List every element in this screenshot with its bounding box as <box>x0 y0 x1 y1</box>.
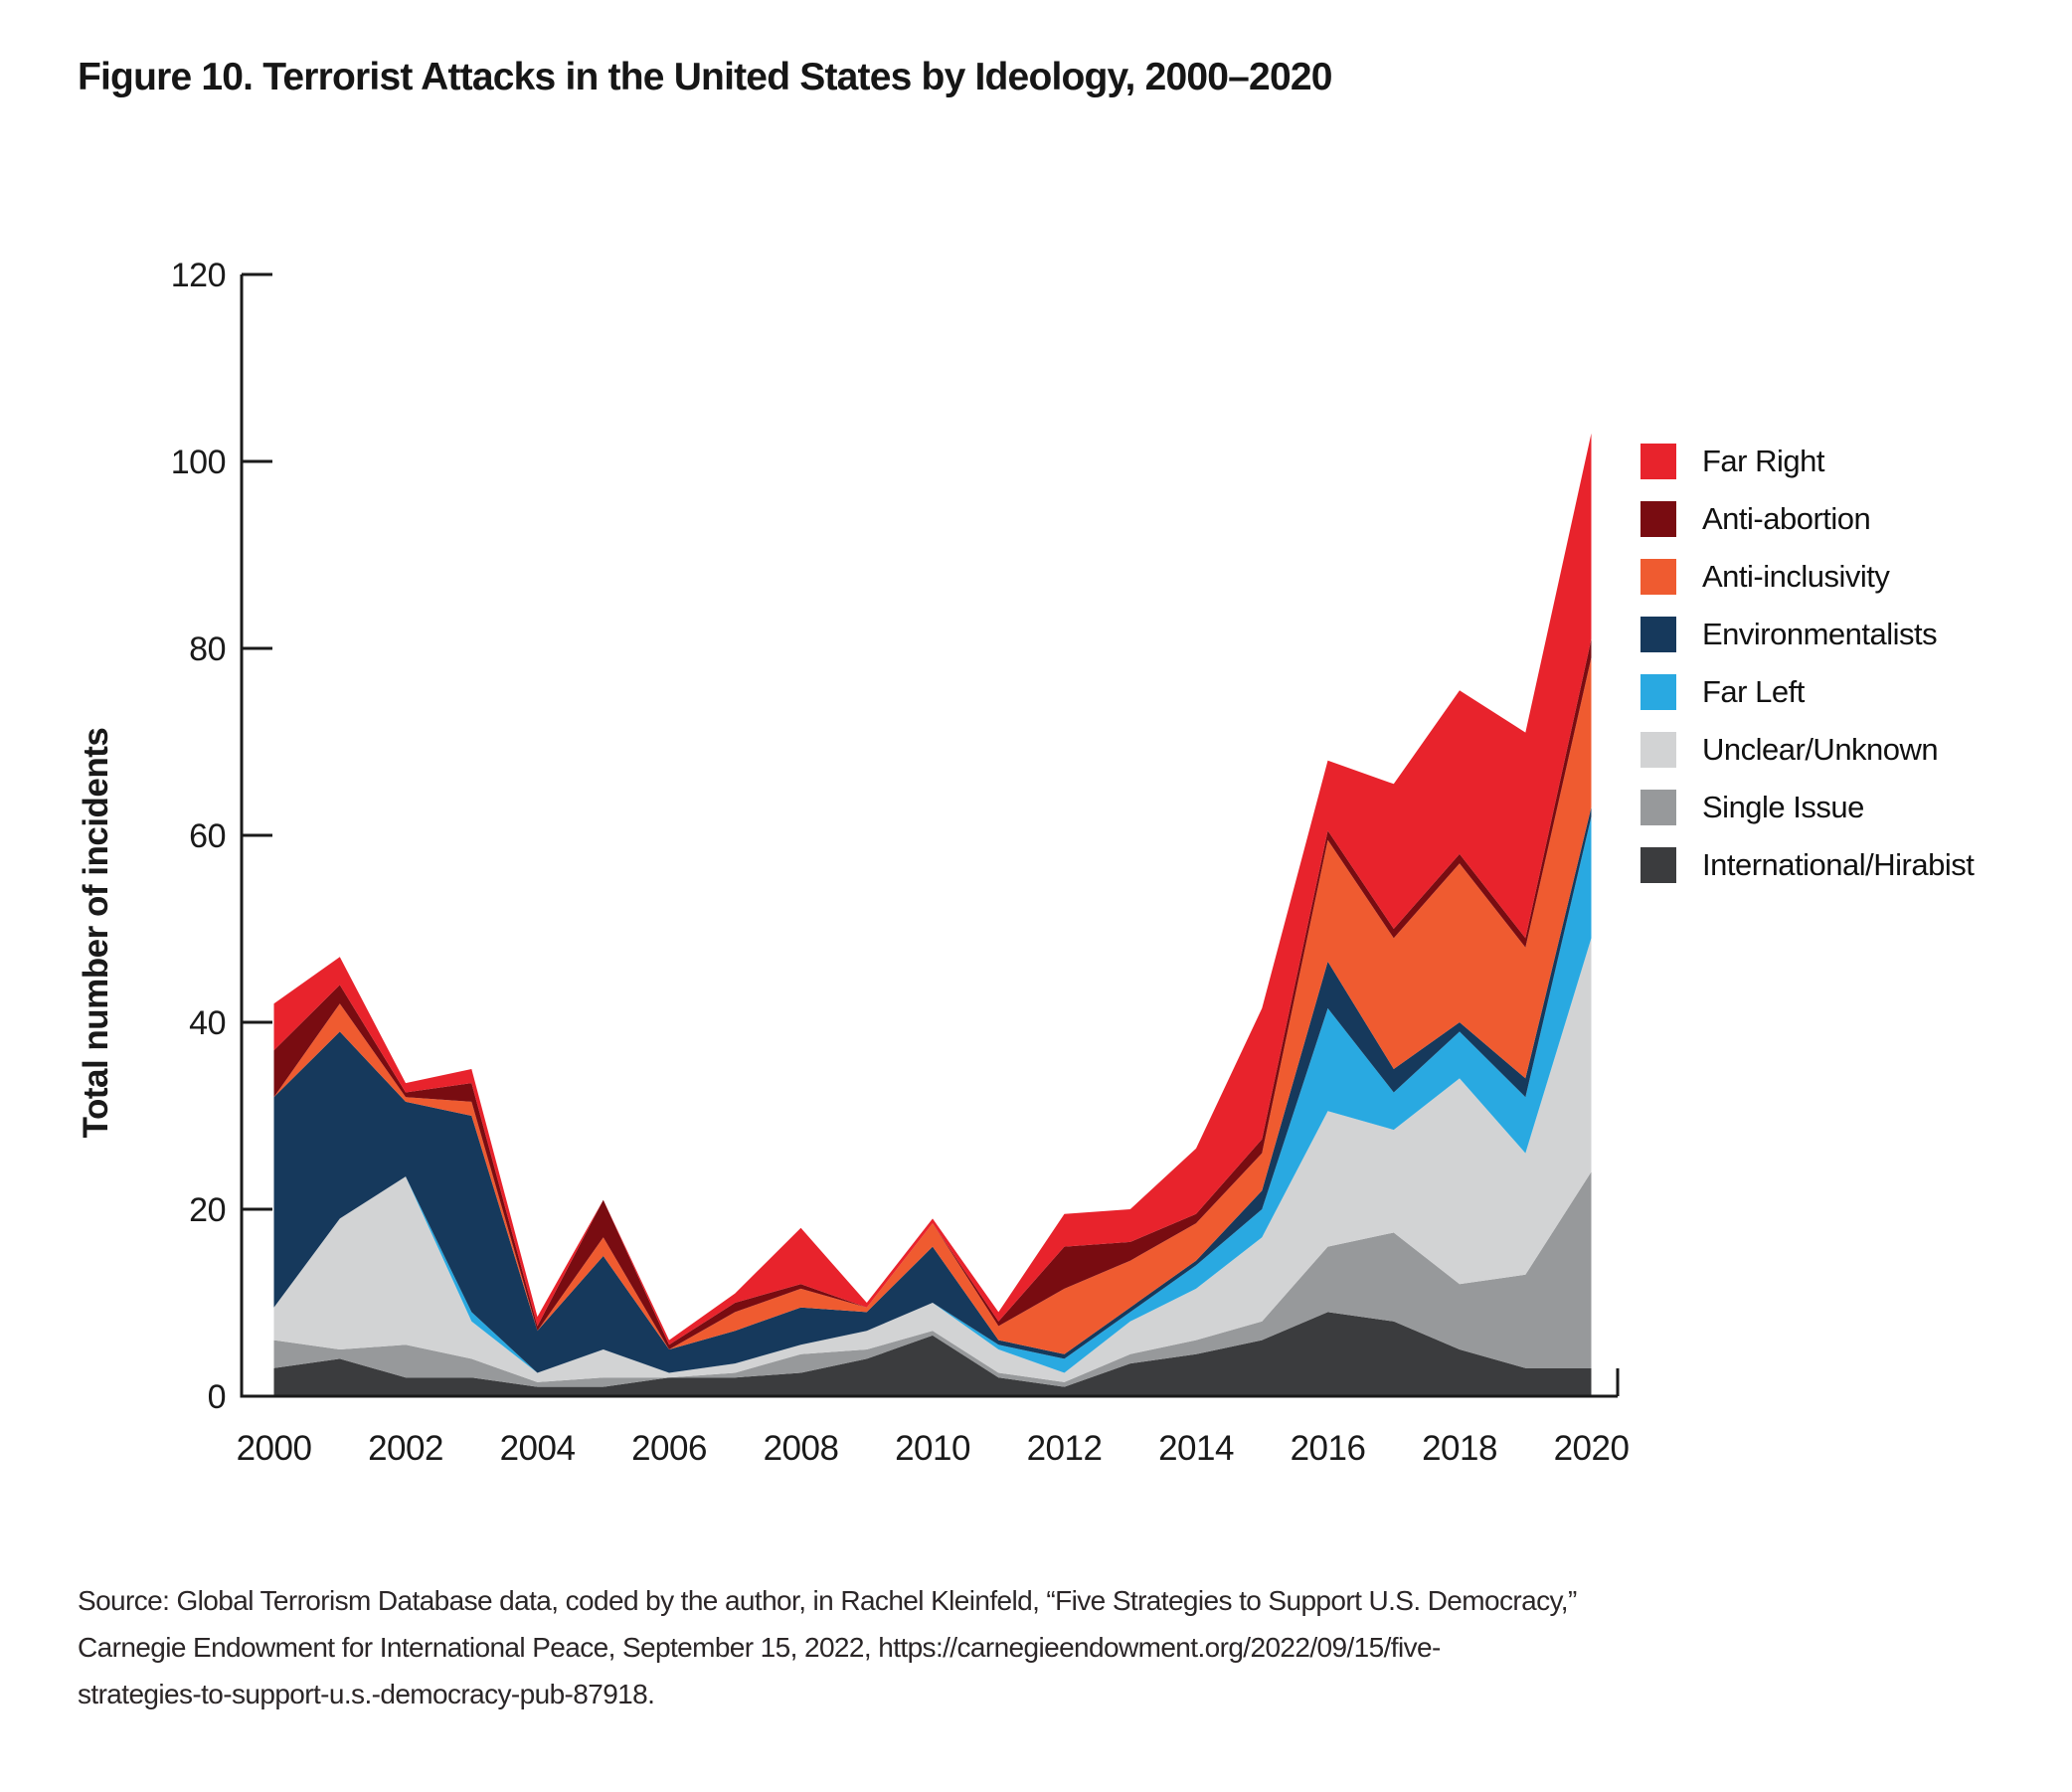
single-issue-swatch <box>1640 790 1676 825</box>
legend-label-far-left: Far Left <box>1702 674 1805 709</box>
far-left-swatch <box>1640 674 1676 710</box>
unclear-unknown-swatch <box>1640 732 1676 768</box>
source-line-2: Carnegie Endowment for International Pea… <box>78 1632 1441 1663</box>
area-unclear-unknown <box>273 938 1592 1382</box>
legend-label-anti-inclusivity: Anti-inclusivity <box>1702 559 1890 594</box>
x-tick-label-2016: 2016 <box>1291 1429 1366 1468</box>
y-tick-label-60: 60 <box>189 817 226 855</box>
y-axis-title: Total number of incidents <box>77 728 115 1139</box>
legend-label-unclear-unknown: Unclear/Unknown <box>1702 732 1939 767</box>
legend-item-far-right: Far Right <box>1640 444 1974 479</box>
y-tick-label-20: 20 <box>189 1191 226 1229</box>
x-tick-label-2008: 2008 <box>764 1429 839 1468</box>
x-tick-label-2004: 2004 <box>500 1429 576 1468</box>
x-tick-label-2020: 2020 <box>1554 1429 1630 1468</box>
legend-item-far-left: Far Left <box>1640 674 1974 710</box>
source-line-1: Source: Global Terrorism Database data, … <box>78 1585 1577 1616</box>
anti-abortion-swatch <box>1640 501 1676 537</box>
environmentalists-swatch <box>1640 617 1676 652</box>
y-tick-label-0: 0 <box>208 1378 226 1416</box>
legend-item-environmentalists: Environmentalists <box>1640 617 1974 652</box>
legend-item-unclear-unknown: Unclear/Unknown <box>1640 732 1974 768</box>
area-far-right <box>273 433 1592 1345</box>
x-tick-label-2018: 2018 <box>1422 1429 1497 1468</box>
legend-label-anti-abortion: Anti-abortion <box>1702 501 1871 536</box>
figure-title: Figure 10. Terrorist Attacks in the Unit… <box>78 56 1332 98</box>
x-tick-label-2000: 2000 <box>237 1429 312 1468</box>
x-tick-label-2010: 2010 <box>895 1429 970 1468</box>
y-tick-label-100: 100 <box>171 444 226 481</box>
area-international-hirabist <box>273 1312 1592 1396</box>
legend-item-single-issue: Single Issue <box>1640 790 1974 825</box>
legend-item-international-hirabist: International/Hirabist <box>1640 847 1975 883</box>
international-hirabist-swatch <box>1640 847 1676 883</box>
y-tick-label-120: 120 <box>171 257 226 294</box>
area-anti-inclusivity <box>273 657 1592 1354</box>
area-single-issue <box>273 1171 1592 1387</box>
legend-label-far-right: Far Right <box>1702 444 1824 478</box>
far-right-swatch <box>1640 444 1676 479</box>
y-tick-label-80: 80 <box>189 630 226 668</box>
area-far-left <box>273 816 1592 1373</box>
area-environmentalists <box>273 806 1592 1373</box>
x-tick-label-2006: 2006 <box>631 1429 707 1468</box>
y-tick-label-40: 40 <box>189 1004 226 1042</box>
legend-label-international-hirabist: International/Hirabist <box>1702 847 1975 882</box>
x-tick-label-2012: 2012 <box>1027 1429 1103 1468</box>
anti-inclusivity-swatch <box>1640 559 1676 595</box>
x-tick-label-2002: 2002 <box>368 1429 443 1468</box>
legend-item-anti-inclusivity: Anti-inclusivity <box>1640 559 1974 595</box>
legend-label-environmentalists: Environmentalists <box>1702 617 1938 651</box>
source-line-3: strategies-to-support-u.s.-democracy-pub… <box>78 1679 655 1709</box>
legend-item-anti-abortion: Anti-abortion <box>1640 501 1974 537</box>
legend-label-single-issue: Single Issue <box>1702 790 1864 824</box>
chart-legend: Far Right Anti-abortion Anti-inclusivity En… <box>1640 444 1975 905</box>
x-tick-label-2014: 2014 <box>1158 1429 1234 1468</box>
source-citation: Source: Global Terrorism Database data, … <box>78 1577 1577 1717</box>
